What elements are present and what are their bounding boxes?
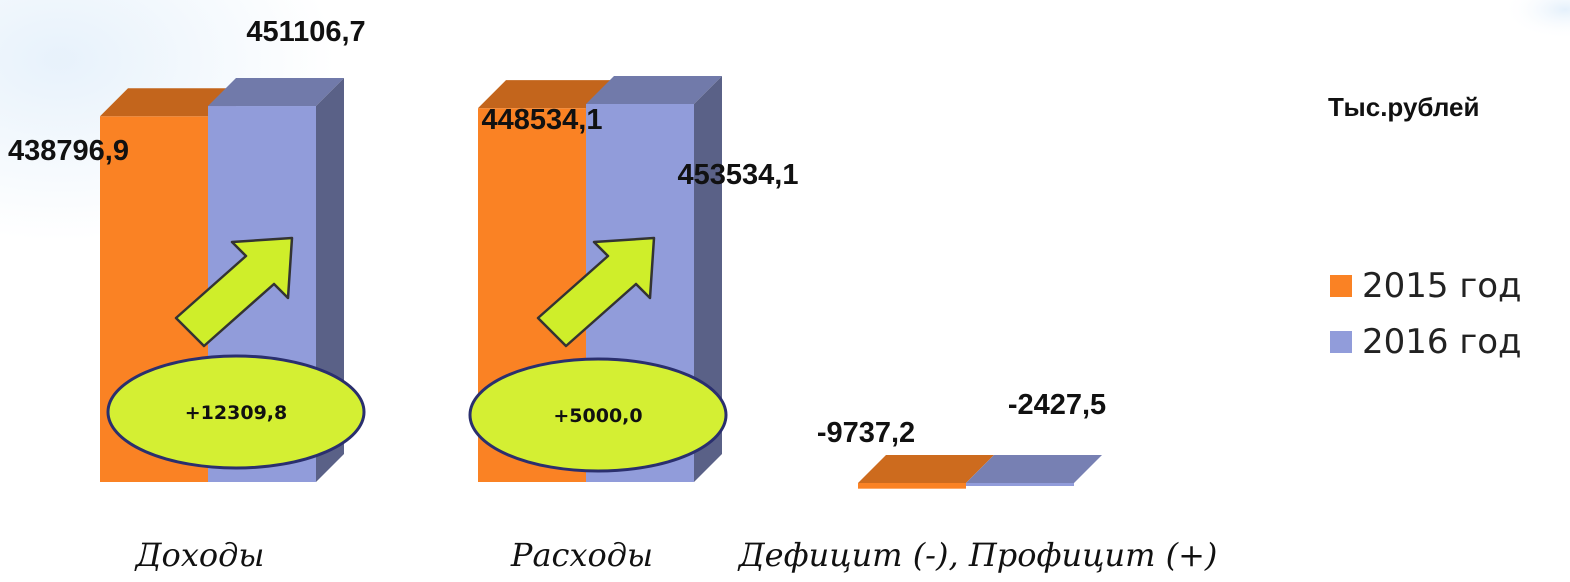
legend-swatch-2015 <box>1330 275 1352 297</box>
change-oval-1 <box>468 357 728 473</box>
legend-label-2016: 2016 год <box>1362 322 1522 362</box>
legend-item-2016: 2016 год <box>1330 314 1522 370</box>
labels-layer: 438796,9 451106,7 448534,1 453534,1 -9737,2 -… <box>8 16 1217 574</box>
legend-item-2015: 2015 год <box>1330 258 1522 314</box>
value-label-1-0: 448534,1 <box>482 104 603 136</box>
legend-label-2015: 2015 год <box>1362 266 1522 306</box>
category-label-1: Расходы <box>510 536 653 574</box>
legend-swatch-2016 <box>1330 331 1352 353</box>
category-label-0: Доходы <box>134 536 265 574</box>
up-arrow-shape <box>174 236 294 348</box>
bar-2-1-front <box>966 483 1074 486</box>
bar-2-0-top <box>858 455 994 483</box>
value-label-0-0: 438796,9 <box>8 135 129 167</box>
bar-0-0-top <box>100 88 236 117</box>
category-label-2: Дефицит (-), Профицит (+) <box>737 536 1218 574</box>
up-arrow-icon <box>536 236 656 348</box>
up-arrow-icon <box>174 236 294 348</box>
value-label-0-1: 451106,7 <box>246 16 365 48</box>
bar-1-1-top <box>586 76 722 104</box>
bar-0-1-top <box>208 78 344 107</box>
change-oval-0 <box>106 354 366 470</box>
change-value-0: +12309,8 <box>185 402 287 424</box>
value-label-2-0: -9737,2 <box>817 417 915 449</box>
up-arrow-shape <box>536 236 656 348</box>
bar-2-0-front <box>858 483 966 489</box>
value-label-1-1: 453534,1 <box>678 159 799 191</box>
bar-2-1-top <box>966 455 1102 483</box>
unit-label: Тыс.рублей <box>1328 92 1480 122</box>
value-label-2-1: -2427,5 <box>1008 389 1106 421</box>
change-value-1: +5000,0 <box>553 405 642 427</box>
legend: 2015 год 2016 год <box>1330 258 1522 370</box>
bar-1-0-top <box>478 80 614 109</box>
